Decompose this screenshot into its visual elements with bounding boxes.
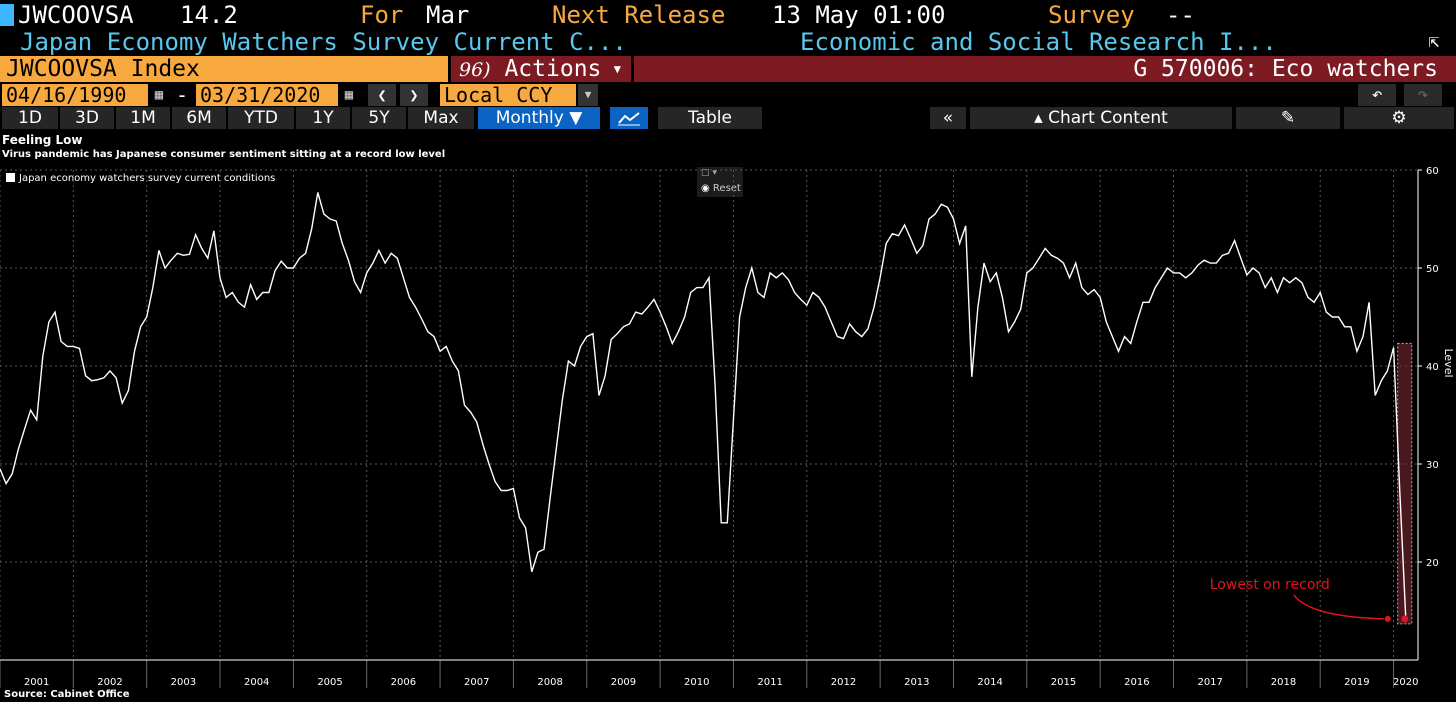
x-tick-label: 2014: [977, 677, 1002, 688]
group-label: G 570006: Eco watchers: [634, 56, 1456, 82]
period-1y[interactable]: 1Y: [296, 107, 350, 129]
start-date-input[interactable]: 04/16/1990: [2, 84, 148, 106]
next-icon[interactable]: ❯: [400, 84, 428, 106]
period-3d[interactable]: 3D: [60, 107, 114, 129]
series-line: [0, 192, 1407, 619]
header-row-3: JWCOOVSA Index 96) Actions ▼ G 570006: E…: [0, 56, 1456, 82]
x-tick-label: 2011: [757, 677, 782, 688]
frequency-label: Monthly: [495, 108, 564, 128]
previous-icon[interactable]: ❮: [368, 84, 396, 106]
table-button[interactable]: Table: [658, 107, 762, 129]
redo-icon[interactable]: ↷: [1404, 84, 1442, 106]
radio-icon: ◉: [701, 183, 710, 194]
chart-type-icon[interactable]: □ ▾: [701, 168, 717, 178]
x-tick-label: 2004: [244, 677, 269, 688]
header-row-1: JWCOOVSA 14.2 For Mar Next Release 13 Ma…: [0, 0, 1456, 30]
period-6m[interactable]: 6M: [172, 107, 226, 129]
y-tick-label: 30: [1426, 460, 1439, 471]
x-tick-label: 2002: [97, 677, 122, 688]
collapse-icon[interactable]: «: [930, 107, 966, 129]
security-input[interactable]: JWCOOVSA Index: [0, 56, 448, 82]
calendar-icon[interactable]: ▦: [154, 87, 164, 103]
chart-zoom-control[interactable]: □ ▾ ◉ Reset: [697, 167, 743, 197]
annotation-arrow: [1293, 594, 1384, 620]
x-tick-label: 2008: [537, 677, 562, 688]
end-date-input[interactable]: 03/31/2020: [196, 84, 338, 106]
export-icon[interactable]: ⇱: [1428, 31, 1440, 52]
period-ytd[interactable]: YTD: [228, 107, 294, 129]
date-separator: -: [176, 83, 189, 107]
chart-title: Feeling Low: [2, 133, 83, 147]
gear-icon[interactable]: ⚙: [1344, 107, 1454, 129]
undo-icon[interactable]: ↶: [1358, 84, 1396, 106]
y-tick-label: 60: [1426, 166, 1439, 177]
chevron-down-icon[interactable]: ▼: [578, 84, 598, 106]
annotation-label: Lowest on record: [1210, 577, 1330, 593]
y-axis-label: Level: [1442, 348, 1455, 377]
chart-legend[interactable]: Japan economy watchers survey current co…: [6, 173, 275, 184]
edit-icon[interactable]: ✎: [1236, 107, 1340, 129]
period-1m[interactable]: 1M: [116, 107, 170, 129]
actions-label: Actions: [504, 56, 602, 82]
date-range-row: 04/16/1990 ▦ - 03/31/2020 ▦ ❮ ❯ Local CC…: [0, 84, 1456, 106]
x-tick-label: 2012: [831, 677, 856, 688]
actions-number: 96): [459, 59, 491, 81]
period-1d[interactable]: 1D: [2, 107, 58, 129]
x-tick-label: 2001: [24, 677, 49, 688]
chevron-down-icon: ▼: [569, 108, 583, 128]
x-tick-label: 2019: [1344, 677, 1369, 688]
x-tick-label: 2013: [904, 677, 929, 688]
header-row-2: Japan Economy Watchers Survey Current C.…: [0, 29, 1456, 55]
reset-button[interactable]: ◉ Reset: [701, 183, 741, 194]
last-value: 14.2: [180, 1, 238, 29]
chart-content-button[interactable]: ▴ Chart Content: [970, 107, 1232, 129]
chart-subtitle: Virus pandemic has Japanese consumer sen…: [2, 149, 446, 160]
x-tick-label: 2006: [391, 677, 416, 688]
low-point-marker: [1384, 615, 1391, 622]
ticker-code: JWCOOVSA: [18, 1, 134, 29]
y-tick-label: 20: [1426, 558, 1439, 569]
for-label: For: [360, 1, 404, 29]
survey-label: Survey: [1048, 1, 1135, 29]
security-description: Japan Economy Watchers Survey Current C.…: [20, 28, 627, 56]
survey-value: --: [1166, 1, 1195, 29]
x-tick-label: 2003: [171, 677, 196, 688]
x-tick-label: 2018: [1271, 677, 1296, 688]
x-tick-label: 2017: [1197, 677, 1222, 688]
source-organization: Economic and Social Research I...: [800, 28, 1277, 56]
highlight-box: [1397, 342, 1413, 625]
chart-source: Source: Cabinet Office: [4, 689, 130, 700]
actions-menu-button[interactable]: 96) Actions ▼: [451, 56, 631, 82]
x-tick-label: 2010: [684, 677, 709, 688]
frequency-select[interactable]: Monthly ▼: [478, 107, 600, 129]
reset-label: Reset: [712, 183, 741, 194]
y-tick-label: 50: [1426, 264, 1439, 275]
x-tick-label: 2005: [317, 677, 342, 688]
calendar-icon[interactable]: ▦: [344, 87, 354, 103]
low-point-marker: [1401, 615, 1409, 623]
line-chart-icon[interactable]: [610, 107, 648, 129]
chart-toolbar: 1D 3D 1M 6M YTD 1Y 5Y Max Monthly ▼ Tabl…: [0, 107, 1456, 129]
legend-swatch: [6, 173, 15, 182]
chevron-down-icon: ▼: [613, 62, 621, 76]
legend-label: Japan economy watchers survey current co…: [19, 173, 276, 184]
next-release-label: Next Release: [552, 1, 726, 29]
currency-select[interactable]: Local CCY: [440, 84, 576, 106]
for-value: Mar: [426, 1, 470, 29]
chart-content-label: Chart Content: [1048, 108, 1168, 128]
x-tick-label: 2009: [611, 677, 636, 688]
chart-icon: ▴: [1034, 108, 1043, 128]
x-tick-label: 2015: [1051, 677, 1076, 688]
x-tick-label: 2020: [1393, 677, 1418, 688]
panel-indicator: [0, 4, 14, 26]
x-tick-label: 2007: [464, 677, 489, 688]
y-tick-label: 40: [1426, 362, 1439, 373]
period-5y[interactable]: 5Y: [352, 107, 406, 129]
x-tick-label: 2016: [1124, 677, 1149, 688]
next-release-value: 13 May 01:00: [772, 1, 946, 29]
period-max[interactable]: Max: [408, 107, 474, 129]
